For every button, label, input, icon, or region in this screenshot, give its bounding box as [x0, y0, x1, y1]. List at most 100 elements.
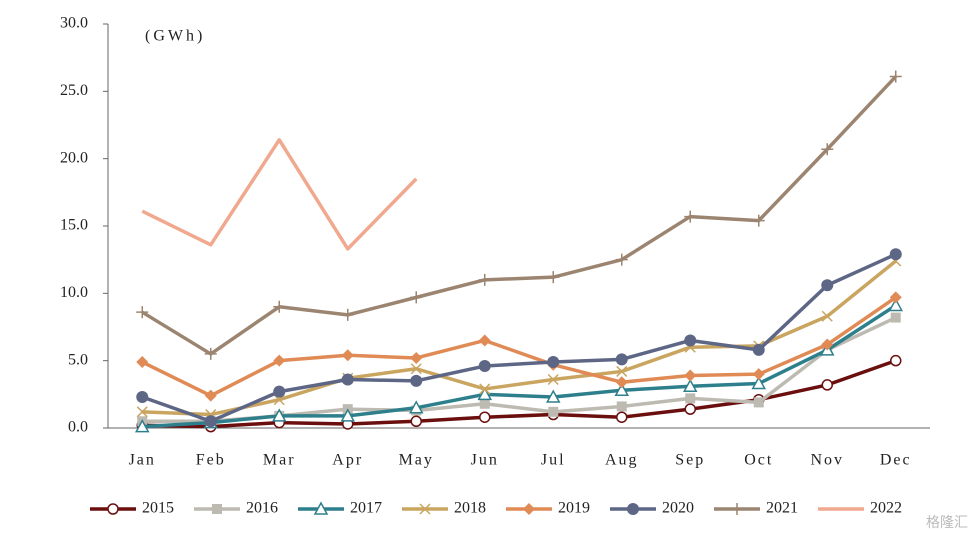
- legend-marker: [627, 503, 639, 515]
- x-tick-label: Jun: [471, 452, 499, 469]
- legend-marker: [313, 501, 329, 515]
- point: [341, 308, 354, 321]
- point: [616, 401, 627, 412]
- point: [547, 271, 560, 284]
- point: [821, 310, 833, 322]
- point: [273, 300, 286, 313]
- point: [410, 351, 423, 364]
- series-line: [142, 259, 897, 417]
- x-tick-label: Dec: [880, 452, 912, 469]
- point: [684, 334, 697, 347]
- point: [479, 383, 491, 395]
- y-tick-label: 20.0: [60, 149, 88, 166]
- point: [889, 248, 902, 261]
- point: [753, 397, 764, 408]
- legend-marker: [731, 503, 743, 515]
- point: [273, 385, 286, 398]
- point: [821, 338, 834, 351]
- point: [341, 373, 354, 386]
- series-line: [141, 75, 898, 356]
- point: [684, 210, 697, 223]
- point: [615, 376, 628, 389]
- series-line: [142, 359, 897, 429]
- series-line: [141, 252, 897, 424]
- x-tick-label: Aug: [605, 452, 639, 469]
- watermark: 格隆汇: [926, 515, 968, 531]
- point: [684, 369, 697, 382]
- x-tick-label: May: [399, 452, 434, 469]
- y-tick-label: 15.0: [60, 217, 88, 234]
- legend-label: 2017: [350, 500, 382, 517]
- unit-annotation: (GWh): [145, 28, 205, 45]
- point: [478, 334, 491, 347]
- legend-label: 2016: [246, 500, 278, 517]
- x-tick-label: Sep: [675, 452, 705, 469]
- point: [685, 393, 696, 404]
- x-tick-label: Mar: [263, 452, 296, 469]
- point: [408, 400, 424, 414]
- y-tick-label: 30.0: [60, 15, 88, 32]
- legend-label: 2021: [766, 500, 798, 517]
- legend-label: 2018: [454, 500, 486, 517]
- point: [821, 143, 834, 156]
- point: [410, 374, 423, 387]
- legend-label: 2020: [662, 500, 694, 517]
- point: [547, 373, 559, 386]
- point: [271, 408, 287, 422]
- point: [548, 406, 559, 417]
- x-tick-label: Nov: [810, 452, 844, 469]
- point: [410, 291, 423, 304]
- y-tick-label: 10.0: [60, 284, 88, 301]
- legend-label: 2019: [558, 500, 590, 517]
- series-line: [141, 295, 897, 398]
- point: [751, 375, 767, 390]
- point: [410, 363, 422, 375]
- point: [134, 419, 150, 433]
- point: [752, 343, 765, 356]
- y-tick-label: 0.0: [68, 419, 88, 436]
- point: [889, 291, 902, 304]
- series-line: [142, 303, 897, 429]
- point: [204, 415, 217, 428]
- point: [821, 379, 833, 391]
- point: [752, 368, 765, 381]
- point: [477, 386, 493, 401]
- legend-marker: [212, 504, 222, 514]
- x-tick-label: Oct: [744, 452, 773, 469]
- point: [273, 354, 286, 367]
- legend-label: 2022: [870, 500, 902, 517]
- legend-label: 2015: [142, 500, 174, 517]
- point: [136, 356, 149, 369]
- point: [204, 389, 217, 402]
- x-tick-label: Jul: [541, 452, 566, 469]
- point: [890, 312, 901, 323]
- series-line: [141, 138, 418, 251]
- x-tick-label: Apr: [332, 452, 363, 469]
- point: [888, 297, 904, 312]
- point: [545, 389, 561, 403]
- point: [890, 354, 902, 367]
- point: [889, 70, 902, 83]
- point: [479, 398, 490, 409]
- point: [341, 349, 354, 362]
- point: [682, 378, 698, 393]
- point: [478, 273, 491, 286]
- legend-marker: [419, 503, 431, 515]
- point: [478, 360, 491, 373]
- point: [136, 306, 149, 319]
- y-tick-label: 5.0: [68, 351, 88, 368]
- legend-marker: [523, 503, 535, 515]
- y-tick-label: 25.0: [60, 82, 88, 99]
- legend-marker: [107, 503, 119, 515]
- point: [615, 253, 628, 266]
- point: [684, 403, 696, 415]
- point: [547, 356, 560, 369]
- point: [204, 347, 217, 360]
- x-tick-label: Jan: [129, 452, 156, 469]
- point: [752, 214, 765, 227]
- point: [821, 279, 834, 292]
- x-tick-label: Feb: [196, 452, 226, 469]
- point: [136, 406, 148, 418]
- point: [410, 415, 422, 428]
- point: [616, 411, 628, 423]
